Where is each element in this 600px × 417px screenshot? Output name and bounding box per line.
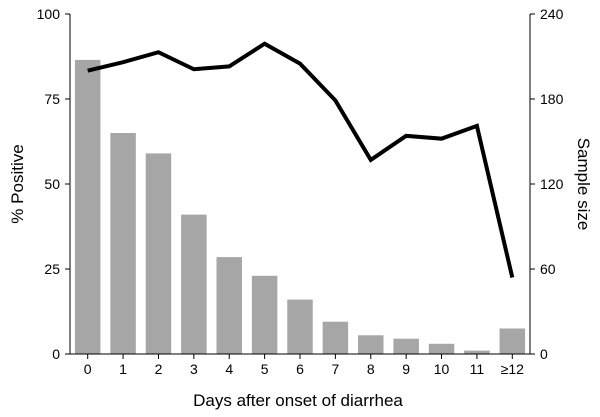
x-tick-label: 5 [261, 361, 269, 377]
bar-series [74, 59, 526, 355]
x-tick-label: 11 [470, 361, 485, 377]
bar [251, 275, 278, 354]
left-tick-label: 50 [44, 176, 60, 192]
right-axis-ticks: 0 60 120 180 240 [530, 6, 564, 362]
line-series [87, 41, 515, 278]
right-tick-label: 60 [540, 261, 556, 277]
left-axis-ticks: 0 25 50 75 100 [37, 6, 70, 362]
bar [322, 321, 349, 354]
bar [216, 257, 242, 354]
x-tick-label: 7 [331, 361, 339, 377]
x-tick-label: 10 [434, 361, 450, 377]
x-tick-label: ≥12 [501, 361, 524, 377]
x-tick-label: 6 [296, 361, 304, 377]
bar [393, 338, 419, 354]
right-tick-label: 120 [540, 176, 564, 192]
bar [145, 153, 172, 354]
bar [428, 343, 455, 354]
x-tick-label: 2 [155, 361, 163, 377]
right-axis-title: Sample size [574, 138, 593, 231]
x-tick-label: 0 [84, 361, 92, 377]
x-tick-label: 9 [402, 361, 410, 377]
x-axis-ticks: 0 1 2 3 4 5 6 7 8 9 10 11 ≥12 [84, 354, 524, 377]
x-tick-label: 3 [190, 361, 198, 377]
sample-size-line [87, 41, 515, 278]
x-tick-label: 1 [119, 361, 127, 377]
bar [181, 214, 207, 354]
left-tick-label: 25 [44, 261, 60, 277]
x-tick-label: 4 [225, 361, 233, 377]
bar [464, 350, 490, 354]
left-tick-label: 100 [37, 6, 61, 22]
right-tick-label: 180 [540, 91, 564, 107]
bar [110, 133, 136, 354]
x-axis-title: Days after onset of diarrhea [193, 391, 403, 410]
left-tick-label: 0 [52, 346, 60, 362]
right-tick-label: 240 [540, 6, 564, 22]
left-axis-title: % Positive [8, 144, 27, 223]
x-tick-label: 8 [367, 361, 375, 377]
left-tick-label: 75 [44, 91, 60, 107]
bar [287, 299, 313, 354]
right-tick-label: 0 [540, 346, 548, 362]
bar [358, 335, 384, 354]
bar [74, 59, 101, 355]
bar [499, 328, 526, 354]
